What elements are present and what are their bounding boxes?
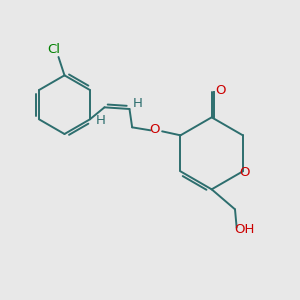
Text: H: H — [96, 114, 106, 127]
Text: O: O — [150, 123, 160, 136]
Text: O: O — [215, 84, 225, 97]
Text: Cl: Cl — [47, 43, 60, 56]
Text: O: O — [239, 167, 250, 179]
Text: OH: OH — [234, 223, 254, 236]
Text: H: H — [133, 98, 143, 110]
